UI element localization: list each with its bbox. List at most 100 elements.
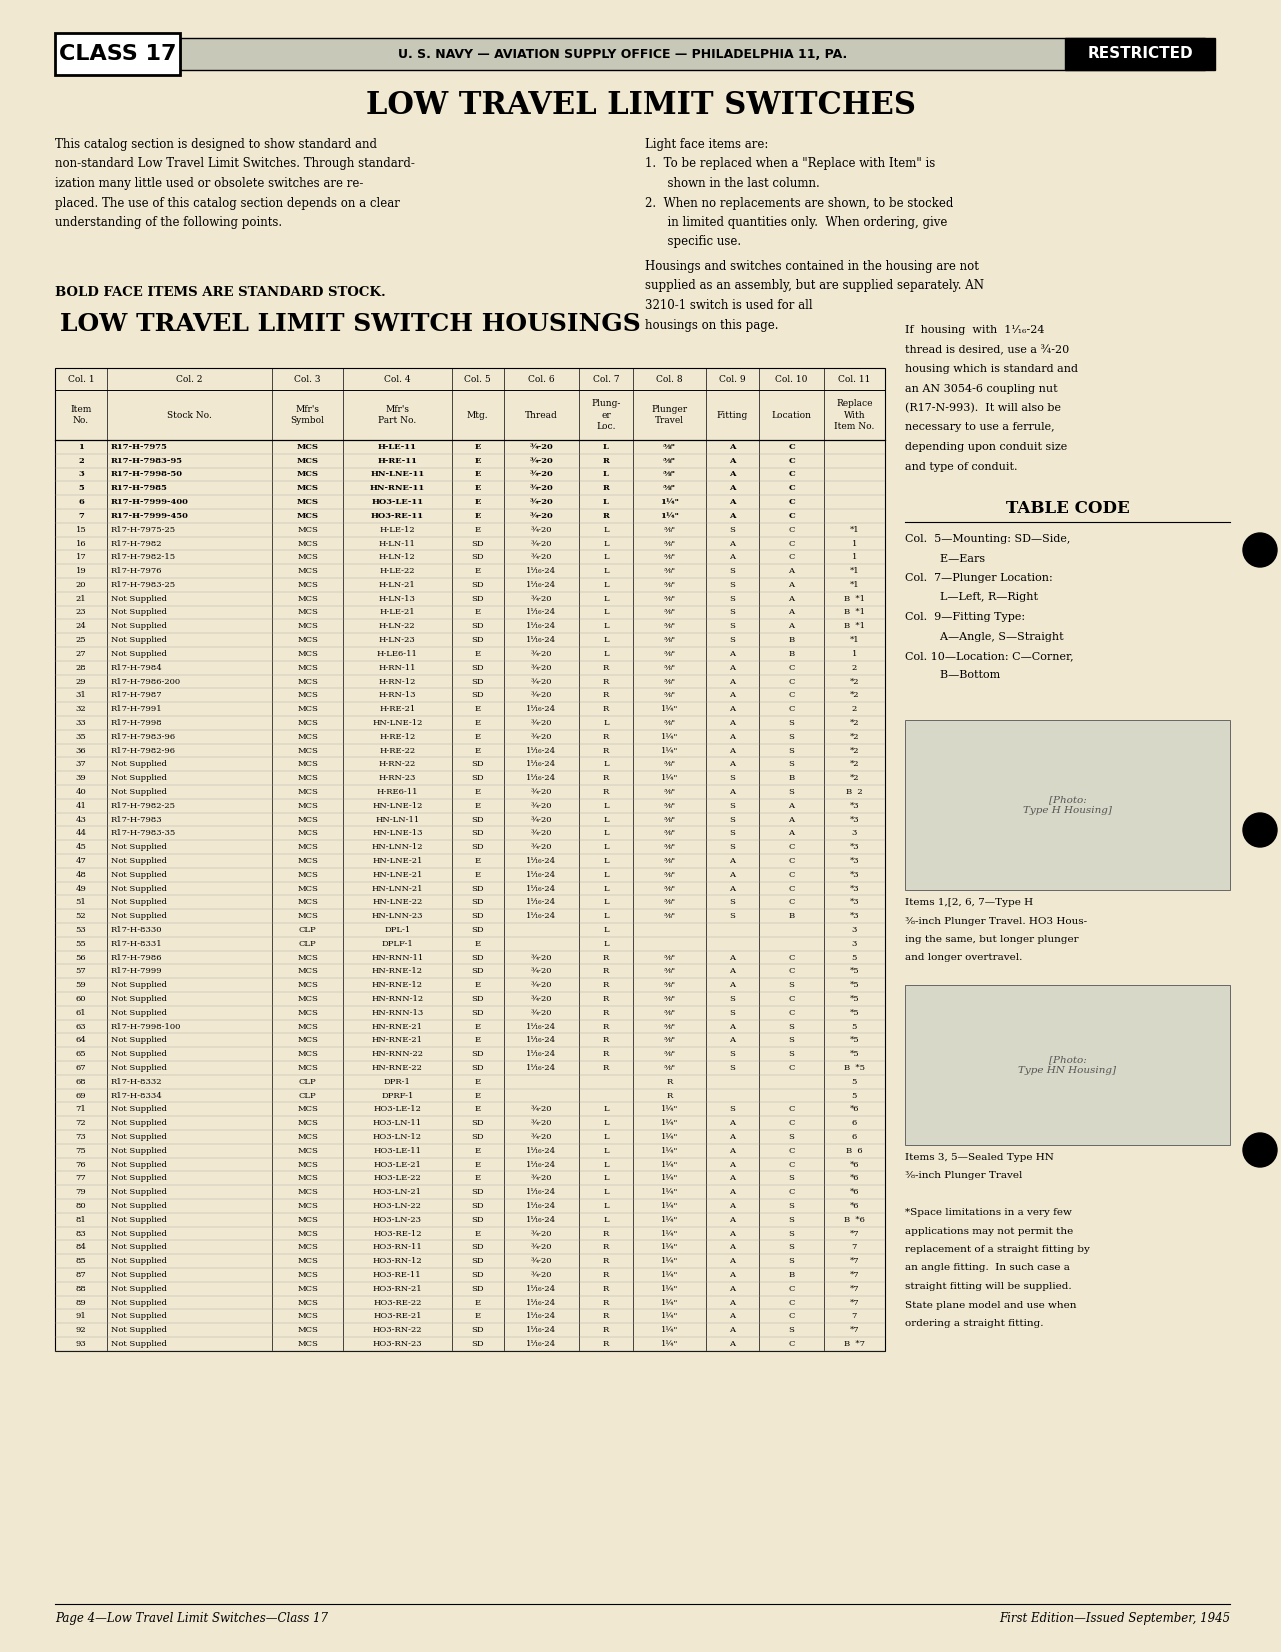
Text: DPR-1: DPR-1: [384, 1077, 411, 1085]
Text: 83: 83: [76, 1229, 86, 1237]
Text: ¾-20: ¾-20: [530, 1175, 552, 1183]
Text: E: E: [474, 471, 480, 479]
Text: R: R: [603, 733, 608, 740]
Text: *Space limitations in a very few: *Space limitations in a very few: [904, 1208, 1072, 1218]
Text: L—Left, R—Right: L—Left, R—Right: [904, 593, 1038, 603]
Text: *3: *3: [849, 884, 860, 892]
Text: Col. 3: Col. 3: [295, 375, 320, 383]
Text: *7: *7: [849, 1270, 860, 1279]
Text: MCS: MCS: [297, 1036, 318, 1044]
Text: ⅜": ⅜": [664, 1051, 675, 1057]
Text: E: E: [474, 608, 480, 616]
Text: R: R: [603, 705, 608, 714]
Text: ¾-20: ¾-20: [530, 995, 552, 1003]
Text: S: S: [789, 760, 794, 768]
Text: B  *6: B *6: [844, 1216, 865, 1224]
Bar: [181, 38, 1065, 69]
Text: L: L: [603, 1175, 608, 1183]
Text: E: E: [474, 1229, 480, 1237]
Text: R17-H-7999: R17-H-7999: [111, 968, 163, 975]
Text: ¾-20: ¾-20: [530, 1133, 552, 1142]
Text: C: C: [788, 525, 794, 534]
Text: C: C: [788, 1146, 794, 1155]
Text: ⅜": ⅜": [664, 608, 675, 616]
Text: R: R: [602, 456, 610, 464]
Text: R17-H-8334: R17-H-8334: [111, 1092, 163, 1100]
Text: *1: *1: [849, 582, 860, 588]
Text: MCS: MCS: [297, 747, 318, 755]
Text: ⅜": ⅜": [664, 899, 675, 907]
Text: MCS: MCS: [297, 567, 318, 575]
Text: R: R: [603, 968, 608, 975]
Text: 1¼": 1¼": [661, 1160, 678, 1168]
Text: *5: *5: [849, 981, 860, 990]
Text: Not Supplied: Not Supplied: [111, 595, 167, 603]
Text: R17-H-7975: R17-H-7975: [111, 443, 168, 451]
Text: ¾-20: ¾-20: [529, 484, 553, 492]
Text: R17-H-7986-200: R17-H-7986-200: [111, 677, 181, 686]
Text: MCS: MCS: [297, 719, 318, 727]
Text: HN-LNE-11: HN-LNE-11: [370, 471, 424, 479]
Text: SD: SD: [471, 995, 484, 1003]
Text: R: R: [603, 1327, 608, 1335]
Text: R: R: [602, 512, 610, 520]
Text: Not Supplied: Not Supplied: [111, 995, 167, 1003]
Text: ¾-20: ¾-20: [529, 471, 553, 479]
Text: Col.  9—Fitting Type:: Col. 9—Fitting Type:: [904, 611, 1025, 623]
Text: Col. 9: Col. 9: [719, 375, 746, 383]
Text: MCS: MCS: [297, 1133, 318, 1142]
Text: C: C: [788, 484, 796, 492]
Text: 1¼": 1¼": [661, 733, 678, 740]
Text: HN-LN-11: HN-LN-11: [375, 816, 419, 823]
Text: MCS: MCS: [297, 1229, 318, 1237]
Text: R: R: [603, 1312, 608, 1320]
Text: TABLE CODE: TABLE CODE: [1006, 501, 1130, 517]
Text: S: S: [730, 636, 735, 644]
Text: Not Supplied: Not Supplied: [111, 1105, 167, 1113]
Text: L: L: [603, 582, 608, 588]
Text: A: A: [729, 512, 735, 520]
Text: E: E: [474, 649, 480, 657]
Text: 29: 29: [76, 677, 86, 686]
Text: *2: *2: [849, 691, 860, 699]
Text: A: A: [729, 664, 735, 672]
Text: 1¼": 1¼": [661, 1105, 678, 1113]
Text: *5: *5: [849, 968, 860, 975]
Text: *3: *3: [849, 857, 860, 866]
Text: HO3-RE-21: HO3-RE-21: [373, 1312, 421, 1320]
Text: understanding of the following points.: understanding of the following points.: [55, 216, 282, 230]
Text: HO3-RN-22: HO3-RN-22: [373, 1327, 421, 1335]
Text: ⅜": ⅜": [664, 843, 675, 851]
Text: H-LE6-11: H-LE6-11: [377, 649, 418, 657]
Bar: [55, 33, 181, 74]
Text: HN-RNE-12: HN-RNE-12: [371, 968, 423, 975]
Text: LOW TRAVEL LIMIT SWITCHES: LOW TRAVEL LIMIT SWITCHES: [365, 89, 916, 121]
Text: E: E: [474, 443, 480, 451]
Text: HN-LNE-22: HN-LNE-22: [373, 899, 423, 907]
Text: *2: *2: [849, 760, 860, 768]
Text: 39: 39: [76, 775, 86, 781]
Text: A: A: [729, 1036, 735, 1044]
Text: MCS: MCS: [297, 649, 318, 657]
Text: S: S: [730, 912, 735, 920]
Text: ¾-20: ¾-20: [529, 512, 553, 520]
Text: S: S: [730, 525, 735, 534]
Text: ⅜": ⅜": [664, 788, 675, 796]
Text: MCS: MCS: [297, 499, 319, 506]
Text: C: C: [788, 456, 796, 464]
Text: *1: *1: [849, 636, 860, 644]
Text: 6: 6: [78, 499, 83, 506]
Text: ⅜": ⅜": [664, 623, 675, 631]
Text: S: S: [789, 1244, 794, 1251]
Text: Not Supplied: Not Supplied: [111, 1064, 167, 1072]
Text: H-RN-23: H-RN-23: [379, 775, 416, 781]
Text: C: C: [788, 1298, 794, 1307]
Text: MCS: MCS: [297, 582, 318, 588]
Text: 1¼": 1¼": [661, 747, 678, 755]
Text: HO3-LE-21: HO3-LE-21: [373, 1160, 421, 1168]
Text: 3: 3: [852, 925, 857, 933]
Text: *3: *3: [849, 899, 860, 907]
Text: A: A: [729, 1188, 735, 1196]
Text: L: L: [603, 801, 608, 809]
Text: C: C: [788, 1160, 794, 1168]
